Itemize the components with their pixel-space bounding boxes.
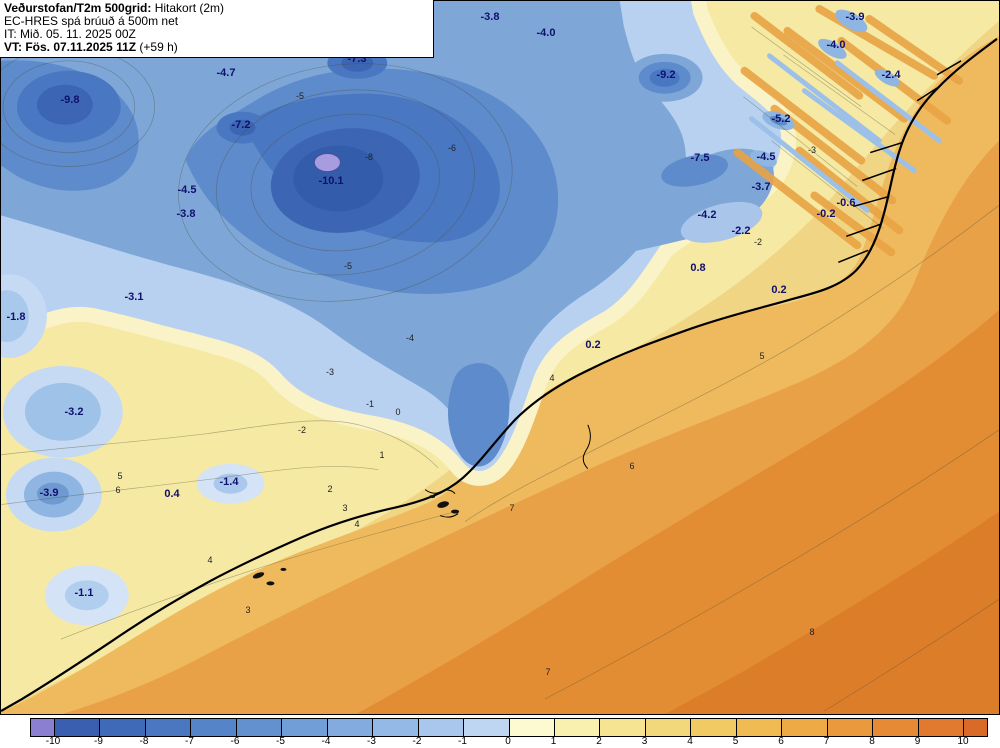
- colorbar-segment: [31, 719, 55, 736]
- colorbar-tick: 0: [505, 736, 511, 747]
- product-name: Veðurstofan/T2m 500grid:: [4, 1, 152, 15]
- colorbar-segment: [827, 719, 874, 736]
- colorbar-segment: [964, 719, 988, 736]
- colorbar-tick: 4: [687, 736, 693, 747]
- colorbar-tick: 7: [823, 736, 830, 747]
- cold-region: [1, 1, 797, 486]
- map-canvas: [1, 1, 999, 714]
- fjord-streaks: [733, 4, 964, 257]
- colorbar-tick: -1: [458, 736, 467, 747]
- colorbar-tick: -10: [45, 736, 61, 747]
- title-box: Veðurstofan/T2m 500grid: Hitakort (2m) E…: [0, 0, 434, 58]
- colorbar-tick: -2: [412, 736, 422, 747]
- colorbar-tick: 2: [596, 736, 602, 747]
- colorbar: [30, 718, 988, 737]
- init-time: IT: Mið. 05. 11. 2025 00Z: [4, 27, 136, 41]
- colorbar-segment: [55, 719, 101, 736]
- islands: [252, 495, 460, 586]
- coldest-spot: [313, 153, 341, 172]
- cold-pockets-southwest: [1, 274, 265, 626]
- colorbar-tick: -8: [139, 736, 149, 747]
- product-subtitle: Hitakort (2m): [151, 1, 225, 15]
- colorbar-segment: [100, 719, 146, 736]
- colorbar-ticks: -10 -9 -8 -7 -6 -5 -4 -3 -2 -1 0 1 2 3 4 5 6 7 8 9 10: [30, 736, 986, 748]
- valid-time-offset: (+59 h): [136, 40, 178, 54]
- colorbar-segment: [645, 719, 692, 736]
- colorbar-segment: [509, 719, 555, 736]
- colorbar-tick: 9: [914, 736, 921, 747]
- valid-time: VT: Fös. 07.11.2025 11Z (+59 h): [4, 41, 427, 54]
- colorbar-segment: [554, 719, 601, 736]
- colorbar-area: -10 -9 -8 -7 -6 -5 -4 -3 -2 -1 0 1 2 3 4 5 6 7 8 9 10: [0, 715, 1000, 748]
- colorbar-segment: [464, 719, 510, 736]
- ocean-bands: [1, 20, 999, 714]
- colorbar-segment: [782, 719, 828, 736]
- colorbar-segment: [373, 719, 419, 736]
- colorbar-segment: [191, 719, 237, 736]
- colorbar-segment: [418, 719, 465, 736]
- colorbar-segment: [327, 719, 374, 736]
- valid-time-main: VT: Fös. 07.11.2025 11Z: [4, 40, 137, 54]
- colorbar-tick: 1: [550, 736, 557, 747]
- colorbar-tick: -3: [367, 736, 376, 747]
- colorbar-segment: [918, 719, 965, 736]
- colorbar-tick: -6: [230, 736, 240, 747]
- colorbar-segment: [145, 719, 192, 736]
- colorbar-segment: [600, 719, 646, 736]
- map-title: Veðurstofan/T2m 500grid: Hitakort (2m): [4, 2, 427, 15]
- coastline: [1, 38, 998, 712]
- colorbar-segment: [873, 719, 919, 736]
- colorbar-segment: [282, 719, 328, 736]
- colorbar-tick: -5: [276, 736, 285, 747]
- model-info: EC-HRES spá brúuð á 500m net: [4, 14, 179, 28]
- colorbar-tick: 3: [641, 736, 648, 747]
- colorbar-tick: 8: [869, 736, 875, 747]
- colorbar-tick: -9: [94, 736, 103, 747]
- contour-lines: [1, 26, 999, 712]
- colorbar-segment: [691, 719, 737, 736]
- colorbar-tick: -4: [321, 736, 331, 747]
- colorbar-tick: -7: [185, 736, 194, 747]
- colorbar-tick: 5: [732, 736, 739, 747]
- colorbar-segment: [236, 719, 283, 736]
- colorbar-tick: 6: [778, 736, 784, 747]
- colorbar-segment: [736, 719, 783, 736]
- colorbar-tick: 10: [957, 736, 969, 747]
- temperature-map: [0, 0, 1000, 715]
